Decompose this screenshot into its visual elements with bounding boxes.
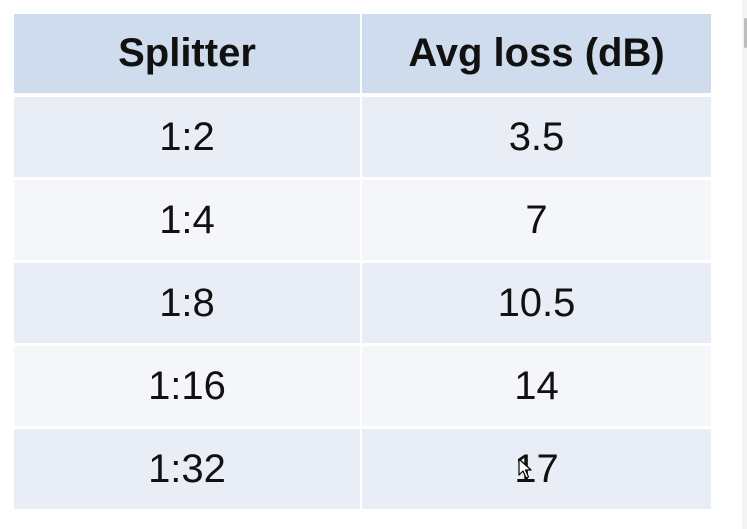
cell-loss: 7 bbox=[361, 178, 711, 263]
cell-splitter: 1:8 bbox=[14, 261, 362, 346]
cell-loss: 14 bbox=[361, 344, 711, 429]
table-header-row: Splitter Avg loss (dB) bbox=[14, 14, 711, 97]
table-row: 1:4 7 bbox=[14, 178, 711, 263]
header-splitter: Splitter bbox=[14, 14, 362, 97]
header-avg-loss: Avg loss (dB) bbox=[361, 14, 711, 97]
cell-splitter: 1:32 bbox=[14, 427, 362, 512]
cell-splitter: 1:4 bbox=[14, 178, 362, 263]
splitter-loss-table: Splitter Avg loss (dB) 1:2 3.5 1:4 7 1:8… bbox=[14, 14, 711, 512]
window-edge bbox=[742, 0, 747, 529]
scrollbar-thumb[interactable] bbox=[744, 18, 747, 48]
table-row: 1:32 17 bbox=[14, 427, 711, 512]
table-row: 1:2 3.5 bbox=[14, 95, 711, 180]
cell-loss: 10.5 bbox=[361, 261, 711, 346]
mouse-pointer-icon bbox=[518, 458, 532, 479]
cell-splitter: 1:2 bbox=[14, 95, 362, 180]
table-row: 1:16 14 bbox=[14, 344, 711, 429]
cell-loss: 3.5 bbox=[361, 95, 711, 180]
cell-splitter: 1:16 bbox=[14, 344, 362, 429]
table-row: 1:8 10.5 bbox=[14, 261, 711, 346]
cell-loss: 17 bbox=[361, 427, 711, 512]
